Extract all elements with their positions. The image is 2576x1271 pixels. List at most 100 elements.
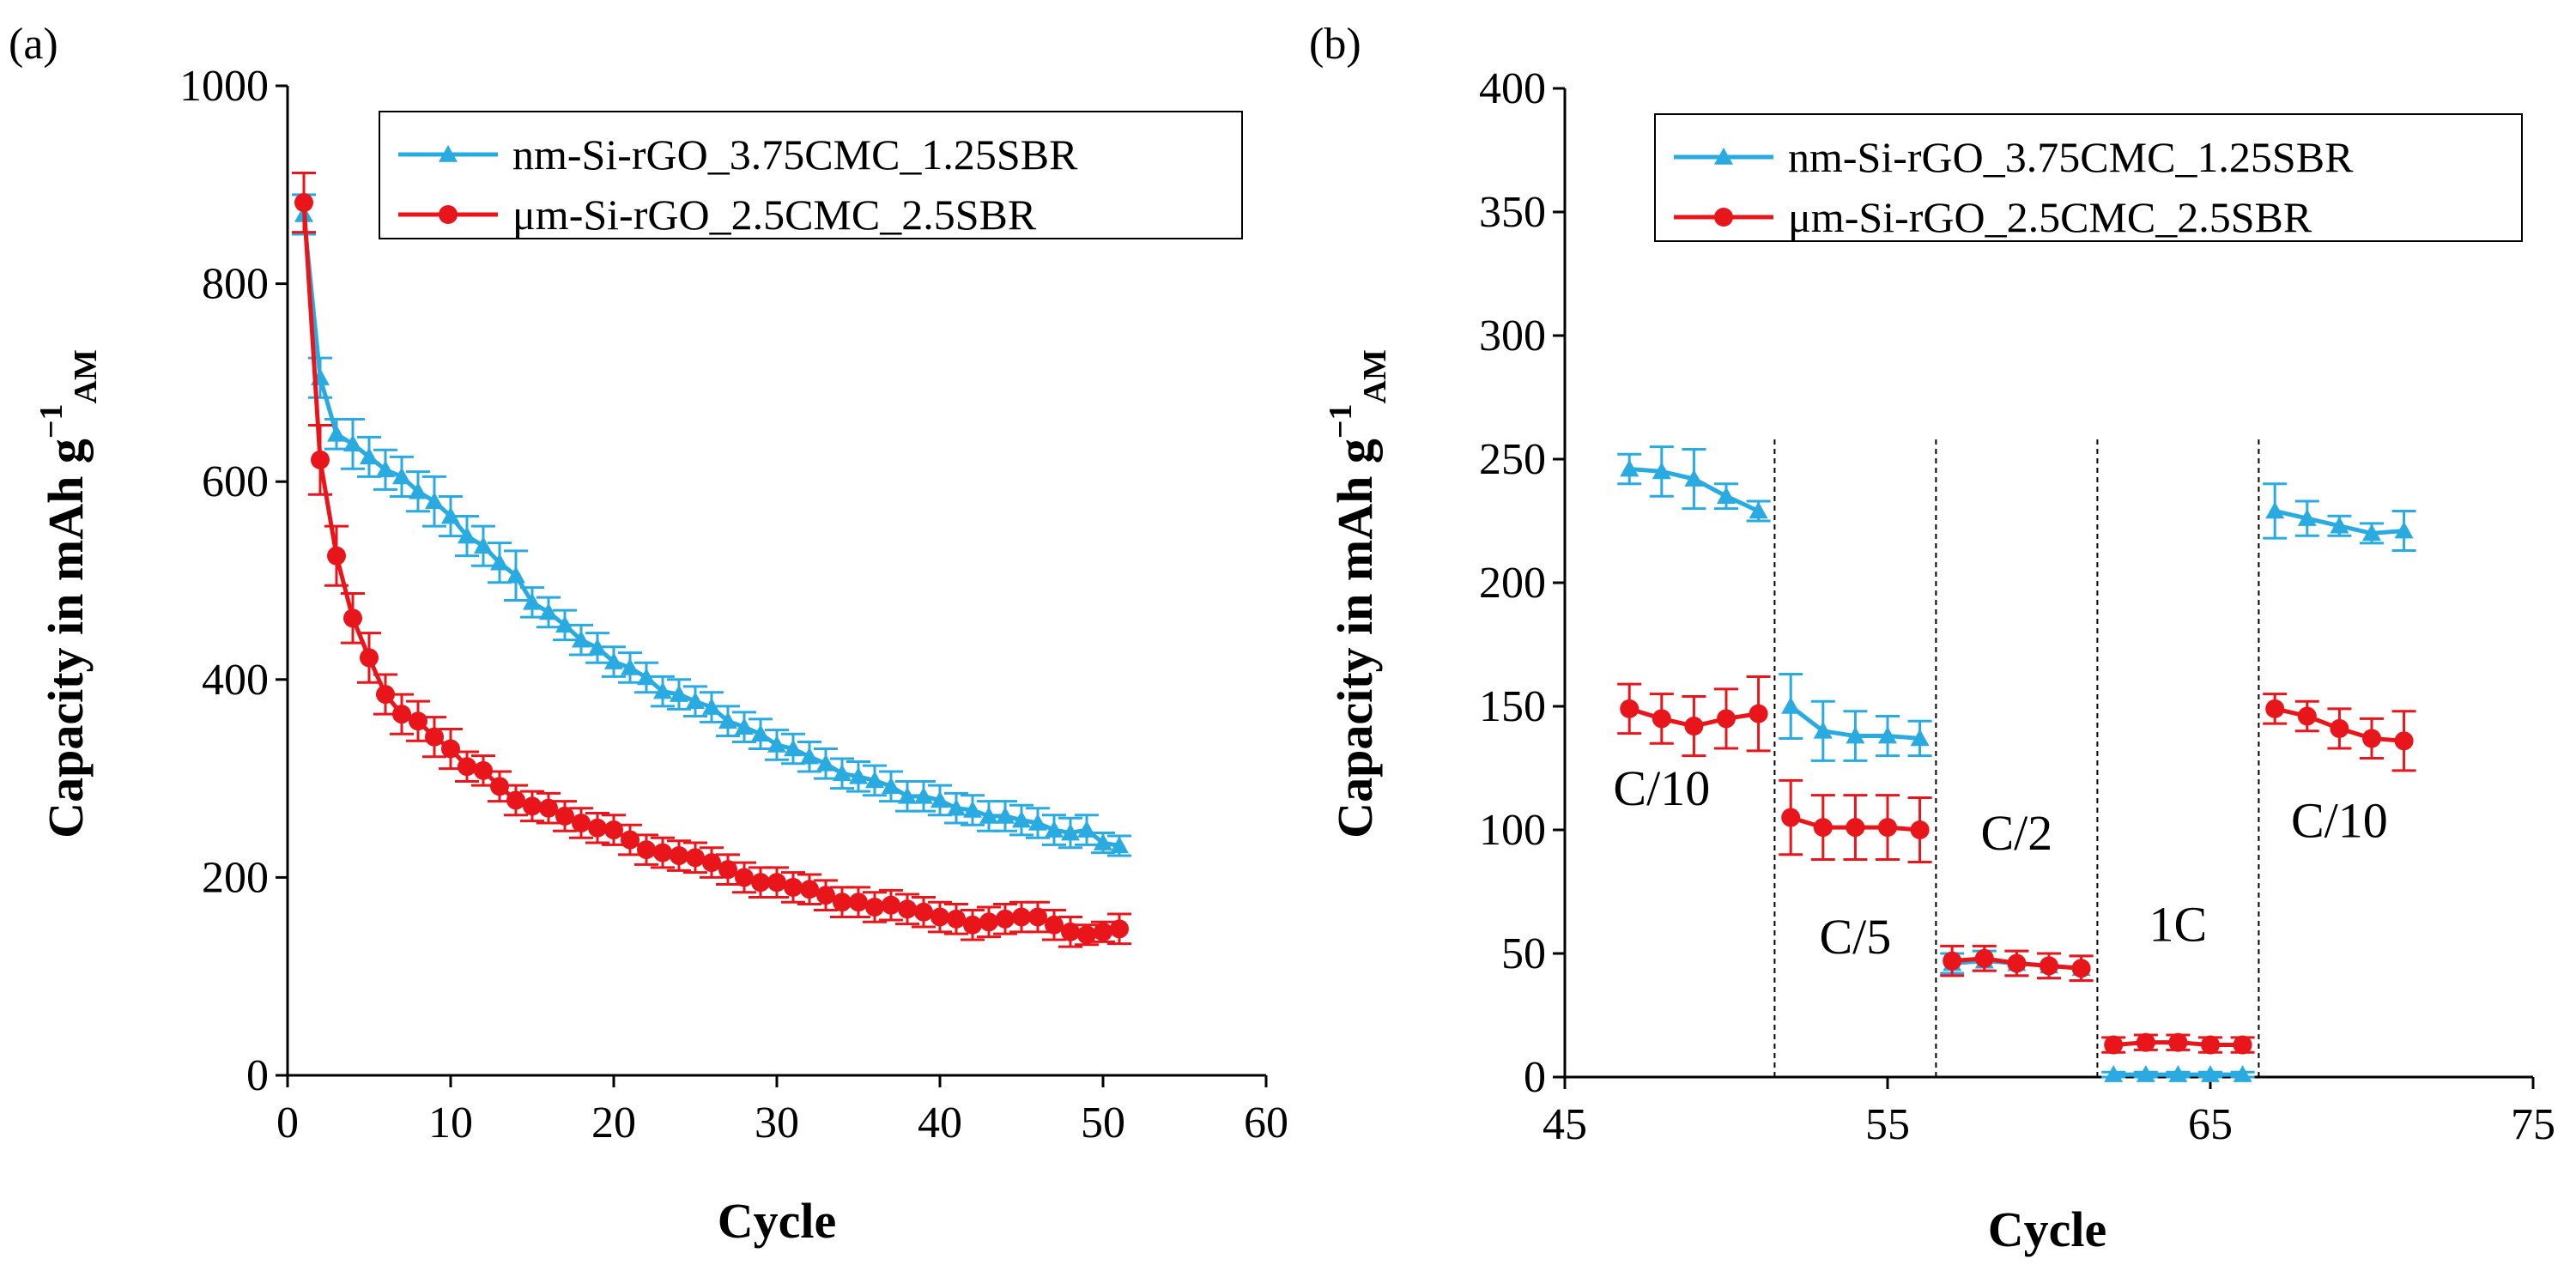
rate-label: C/5: [1819, 909, 1891, 965]
panel-label-a: (a): [9, 20, 58, 69]
data-point: [833, 893, 852, 912]
x-axis-label-a: Cycle: [718, 1193, 837, 1249]
y-tick-label: 800: [202, 260, 269, 309]
y-tick-label: 0: [246, 1051, 269, 1100]
x-tick-label: 40: [918, 1099, 962, 1147]
data-point: [2394, 521, 2414, 539]
x-axis-label-b: Cycle: [1988, 1201, 2107, 1257]
data-point: [1110, 836, 1129, 854]
y-tick-label: 0: [1524, 1053, 1546, 1102]
x-tick-label: 45: [1543, 1100, 1587, 1149]
data-point: [425, 492, 444, 510]
y-axis-label-a-sup: −1: [33, 404, 70, 439]
legend-label: μm-Si-rGO_2.5CMC_2.5SBR: [512, 191, 1037, 239]
y-axis-label-a: Capacity in mAh g−1AM: [33, 349, 104, 838]
data-point: [930, 790, 949, 808]
data-point: [555, 806, 574, 826]
legend-box: [379, 111, 1243, 239]
data-point: [833, 764, 852, 782]
data-point: [1749, 704, 1768, 723]
legend-marker: [1714, 148, 1733, 165]
data-point: [409, 481, 427, 499]
data-point: [506, 790, 525, 810]
data-point: [1878, 726, 1897, 744]
data-point: [2265, 699, 2285, 718]
data-point: [588, 818, 607, 838]
data-point: [2168, 1065, 2188, 1082]
data-point: [2233, 1065, 2252, 1082]
axes-a: 0 200 400 600 800 1000 0 10 20 30 40 50 60: [179, 62, 1288, 1147]
data-point: [2168, 1032, 2188, 1052]
y-tick-label: 150: [1479, 682, 1546, 731]
legend-marker: [439, 205, 458, 224]
data-point: [474, 536, 493, 554]
data-point: [1012, 907, 1031, 927]
data-point: [2297, 706, 2317, 726]
data-point: [474, 760, 493, 780]
data-point: [849, 893, 868, 912]
y-tick-label: 250: [1479, 435, 1546, 484]
plot-area-b: C/10 C/5 C/2 1C C/10: [1613, 439, 2416, 1082]
data-point: [2040, 956, 2058, 976]
data-point: [1684, 717, 1704, 736]
data-point: [882, 777, 900, 795]
data-point: [865, 771, 884, 789]
axes-b: 0 50 100 150 200 250 300 350 400 45 55 65 75: [1479, 64, 2555, 1149]
series-nm-si: [292, 193, 1131, 857]
rate-label: C/2: [1980, 805, 2052, 861]
data-point: [572, 813, 591, 832]
data-point: [1028, 907, 1047, 927]
data-point: [572, 630, 591, 648]
data-point: [1910, 729, 1930, 747]
data-point: [1749, 501, 1768, 519]
data-point: [2233, 1035, 2252, 1055]
data-point: [311, 450, 330, 469]
data-point: [392, 467, 411, 485]
x-tick-label: 30: [755, 1099, 799, 1147]
legend-marker: [439, 145, 458, 162]
data-point: [1094, 833, 1112, 850]
data-point: [653, 681, 672, 699]
data-point: [735, 868, 754, 887]
data-point: [996, 909, 1015, 929]
data-point: [1974, 948, 1994, 968]
y-axis-label-b: Capacity in mAh g−1AM: [1323, 349, 1393, 838]
data-point: [979, 912, 998, 932]
data-point: [1077, 925, 1096, 945]
data-point: [2136, 1065, 2155, 1082]
data-point: [914, 902, 933, 922]
data-point: [686, 848, 705, 868]
legend-label: nm-Si-rGO_3.75CMC_1.25SBR: [512, 130, 1078, 179]
data-point: [751, 724, 770, 742]
x-tick-label: 65: [2188, 1100, 2233, 1149]
data-point: [702, 853, 721, 873]
data-point: [343, 608, 362, 628]
data-point: [604, 652, 623, 669]
legend-b: nm-Si-rGO_3.75CMC_1.25SBR μm-Si-rGO_2.5CM…: [1654, 113, 2523, 242]
data-point: [392, 705, 411, 724]
data-point: [816, 886, 835, 905]
data-point: [425, 727, 444, 747]
data-point: [1943, 951, 1962, 971]
data-point: [914, 786, 933, 804]
data-point: [865, 897, 884, 917]
x-tick-label: 20: [591, 1099, 636, 1147]
data-point: [2362, 524, 2381, 542]
rate-label: C/10: [1613, 760, 1710, 816]
data-point: [735, 717, 754, 735]
data-point: [458, 526, 476, 544]
data-point: [718, 860, 737, 880]
x-tick-label: 55: [1865, 1100, 1910, 1149]
data-point: [1717, 709, 1736, 729]
series-line: [301, 202, 1120, 937]
legend-box: [1654, 113, 2523, 242]
data-point: [898, 899, 917, 919]
data-point: [1652, 462, 1671, 480]
x-tick-label: 0: [276, 1099, 299, 1147]
data-point: [784, 877, 803, 897]
data-point: [1813, 721, 1833, 739]
y-tick-label: 200: [1479, 559, 1546, 608]
data-point: [751, 873, 770, 893]
data-point: [2330, 516, 2349, 534]
data-point: [360, 447, 379, 465]
